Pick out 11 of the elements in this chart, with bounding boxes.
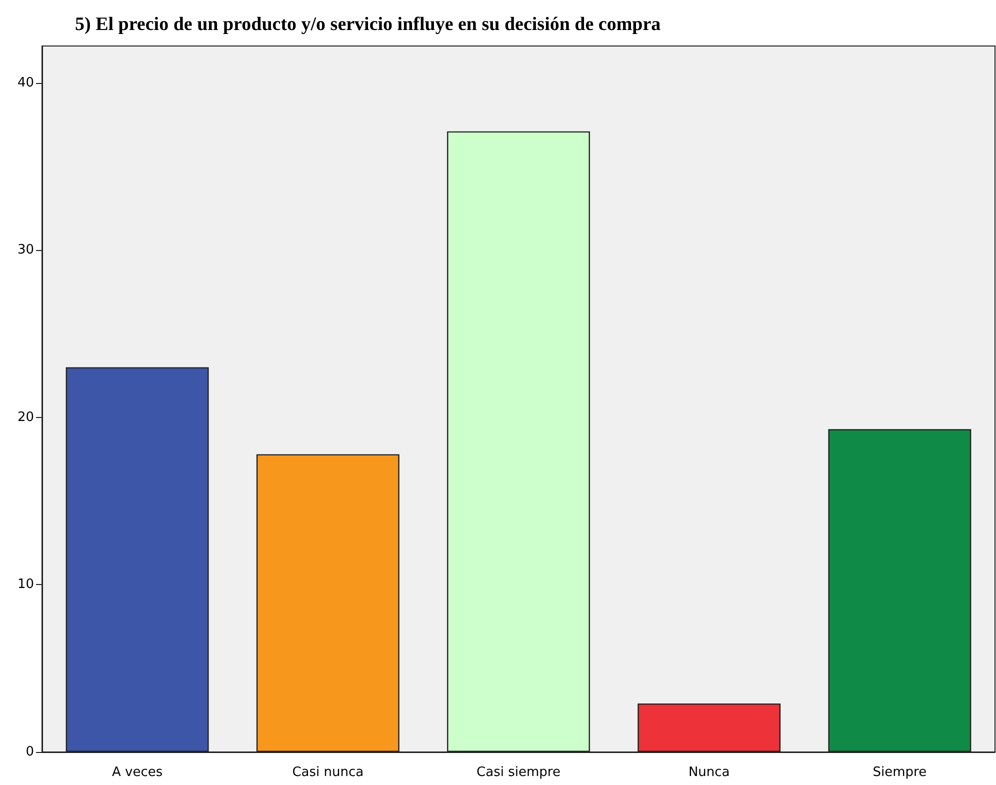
x-tick-label: Nunca: [688, 765, 730, 780]
y-tick-label: 30: [17, 242, 34, 258]
x-tick-label: A veces: [112, 765, 163, 780]
x-tick-label: Casi siempre: [476, 765, 560, 780]
y-tick-label: 20: [17, 410, 34, 425]
x-tick-label: Casi nunca: [292, 765, 364, 780]
y-tick-label: 0: [26, 744, 34, 760]
y-tick-label: 10: [17, 577, 34, 592]
y-tick-label: 40: [17, 75, 34, 90]
x-tick-label: Siempre: [872, 765, 927, 780]
chart-title: 5) El precio de un producto y/o servicio influye en su decisión de compra: [75, 14, 662, 35]
